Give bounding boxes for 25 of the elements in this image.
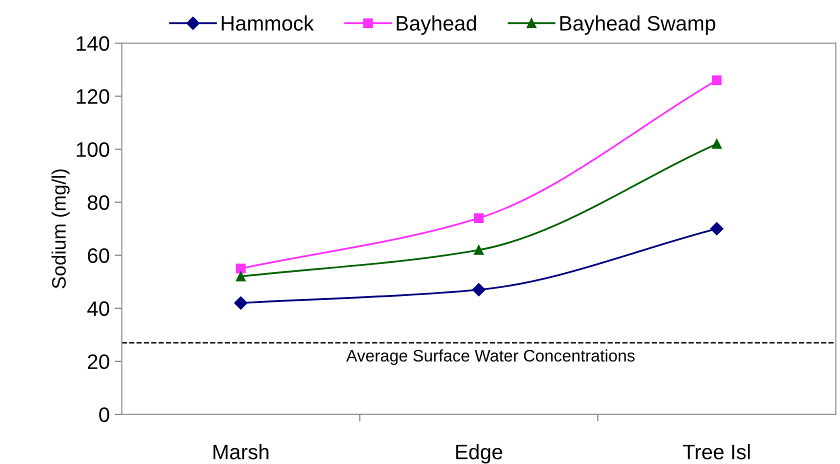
legend-label: Hammock — [222, 15, 314, 31]
legend-label: Bayhead — [396, 15, 476, 35]
point — [234, 296, 248, 310]
x-tick-label: Edge — [456, 444, 502, 464]
point — [474, 245, 484, 255]
point — [472, 283, 486, 296]
point — [236, 264, 246, 274]
ref-line-label: Average Surface Water Concentrations — [346, 349, 635, 365]
y-tick-label: 40 — [87, 301, 110, 316]
y-tick-label: 60 — [88, 248, 110, 264]
y-tick-label: 140 — [76, 36, 110, 51]
point — [712, 139, 722, 149]
point — [710, 222, 724, 236]
legend-label: Bayhead Swamp — [560, 15, 716, 35]
x-tick-label: Tree Isl — [682, 444, 750, 460]
y-tick-label: 80 — [88, 195, 110, 210]
point — [712, 75, 722, 86]
y-axis-title: Sodium (mg/l) — [52, 169, 70, 288]
y-tick-label: 100 — [76, 142, 110, 157]
y-tick-label: 20 — [88, 354, 110, 370]
y-tick-label: 120 — [76, 89, 110, 104]
point — [236, 272, 246, 282]
y-tick-label: 0 — [99, 407, 110, 422]
point — [474, 213, 484, 224]
x-tick-label: Marsh — [214, 444, 268, 460]
